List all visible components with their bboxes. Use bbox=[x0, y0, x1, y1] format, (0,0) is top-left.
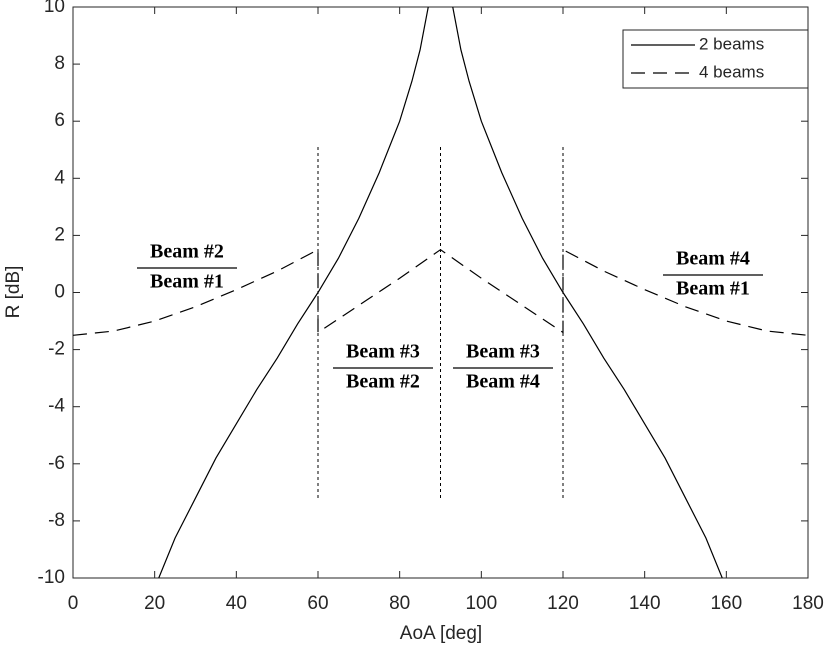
y-tick-label: 8 bbox=[54, 53, 65, 74]
x-tick-label: 20 bbox=[144, 593, 165, 614]
y-tick-label: 10 bbox=[44, 0, 65, 17]
annotation-denominator: Beam #2 bbox=[346, 371, 420, 393]
series-line bbox=[73, 248, 808, 336]
x-tick-label: 140 bbox=[629, 593, 661, 614]
annotation-numerator: Beam #4 bbox=[676, 248, 750, 270]
legend-box bbox=[622, 29, 809, 89]
x-tick-label: 60 bbox=[307, 593, 328, 614]
y-tick-label: 0 bbox=[54, 282, 65, 303]
annotation-denominator: Beam #4 bbox=[466, 371, 540, 393]
annotation-denominator: Beam #1 bbox=[150, 271, 224, 293]
y-tick-label: 4 bbox=[54, 167, 65, 188]
annotation-numerator: Beam #3 bbox=[346, 341, 420, 363]
annotation-denominator: Beam #1 bbox=[676, 278, 750, 300]
x-tick-label: 100 bbox=[465, 593, 497, 614]
y-tick-label: -8 bbox=[48, 510, 65, 531]
legend-label: 4 beams bbox=[699, 62, 764, 81]
x-tick-label: 180 bbox=[792, 593, 824, 614]
annotation-numerator: Beam #3 bbox=[466, 341, 540, 363]
x-tick-label: 80 bbox=[389, 593, 410, 614]
series-line bbox=[158, 7, 723, 578]
x-tick-label: 40 bbox=[226, 593, 247, 614]
x-tick-label: 0 bbox=[68, 593, 79, 614]
y-tick-label: 6 bbox=[54, 110, 65, 131]
annotation-numerator: Beam #2 bbox=[150, 241, 224, 263]
y-tick-label: -6 bbox=[48, 453, 65, 474]
y-tick-label: -4 bbox=[48, 396, 65, 417]
y-axis-label: R [dB] bbox=[3, 266, 24, 319]
y-tick-label: -10 bbox=[38, 567, 65, 588]
legend-label: 2 beams bbox=[699, 34, 764, 53]
y-tick-label: -2 bbox=[48, 339, 65, 360]
x-axis-label: AoA [deg] bbox=[400, 623, 482, 644]
plot-lines bbox=[73, 7, 808, 578]
y-tick-label: 2 bbox=[54, 224, 65, 245]
x-tick-label: 160 bbox=[710, 593, 742, 614]
x-tick-label: 120 bbox=[547, 593, 579, 614]
